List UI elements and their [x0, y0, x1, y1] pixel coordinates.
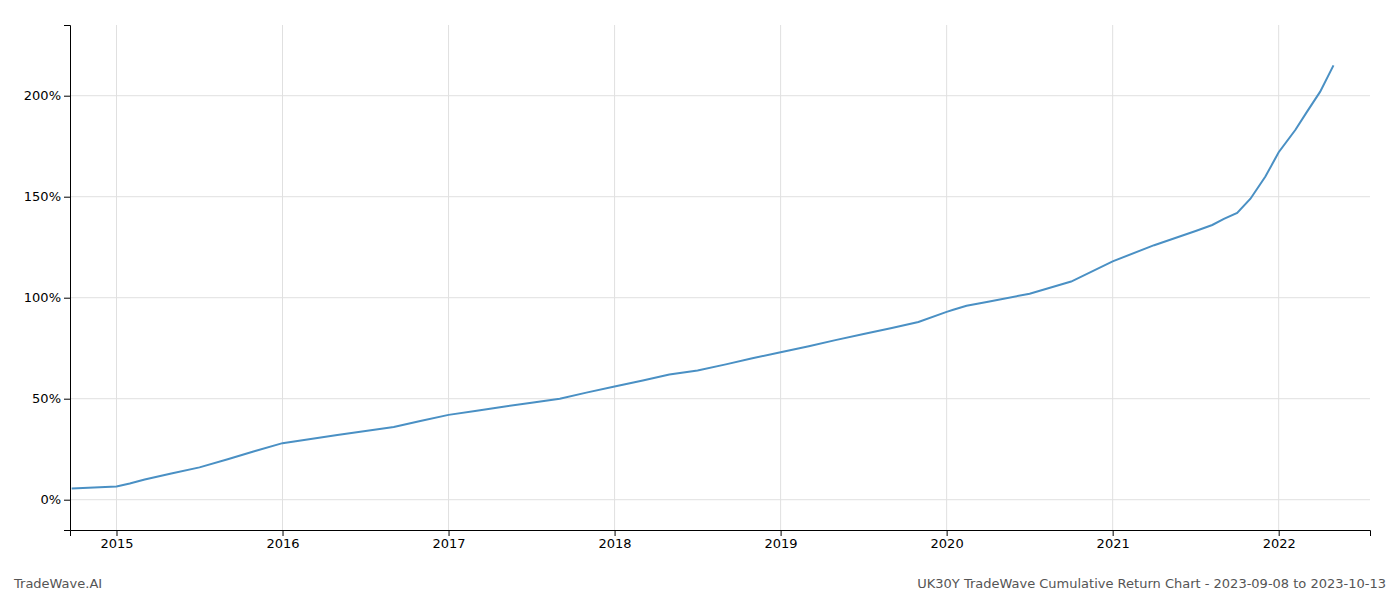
marks — [72, 65, 1334, 488]
tick-mark — [283, 530, 284, 536]
grid-line — [70, 398, 1370, 399]
x-axis: 2015 2016 2017 2018 2019 2020 2021 2022 — [71, 530, 1371, 551]
grid-line — [282, 25, 283, 530]
tick: 2020 — [931, 530, 964, 551]
grid-line — [448, 25, 449, 530]
tick: 2021 — [1097, 530, 1130, 551]
tick: 2015 — [100, 530, 133, 551]
grid-line — [70, 196, 1370, 197]
grid-line — [946, 25, 947, 530]
tick-label: 150% — [24, 189, 61, 204]
tick: 200% — [24, 88, 70, 103]
tick-mark — [64, 298, 70, 299]
tick-mark — [1279, 530, 1280, 536]
tick-label: 2021 — [1097, 536, 1130, 551]
tick: 50% — [32, 391, 70, 406]
tick-label: 2016 — [266, 536, 299, 551]
tick: 2018 — [599, 530, 632, 551]
tick-label: 2020 — [931, 536, 964, 551]
annotation: TradeWave.AI — [13, 576, 102, 591]
tick-mark — [116, 530, 117, 536]
grid-line — [70, 297, 1370, 298]
tick-label: 100% — [24, 290, 61, 305]
grid-line — [1112, 25, 1113, 530]
tick-label: 2018 — [599, 536, 632, 551]
tick-mark — [64, 96, 70, 97]
tick: 100% — [24, 290, 70, 305]
tick-mark — [64, 197, 70, 198]
tick-mark — [781, 530, 782, 536]
y-axis: 0% 50% 100% 150% 200% — [24, 26, 71, 531]
plot: 2015 2016 2017 2018 2019 2020 2021 2022 0% 50% 100… — [24, 25, 1371, 551]
chart: 2015 2016 2017 2018 2019 2020 2021 2022 0% 50% 100… — [0, 0, 1400, 600]
grid-line — [780, 25, 781, 530]
grid-line — [1278, 25, 1279, 530]
tick-label: 2017 — [432, 536, 465, 551]
axis-line — [71, 531, 1371, 537]
tick-label: 2015 — [100, 536, 133, 551]
tick: 2016 — [266, 530, 299, 551]
tick: 2019 — [765, 530, 798, 551]
tick: 150% — [24, 189, 70, 204]
tick-label: 50% — [32, 391, 61, 406]
tick-label: 2019 — [765, 536, 798, 551]
texts: TradeWave.AI UK30Y TradeWave Cumulative R… — [13, 576, 1386, 591]
tick-mark — [64, 500, 70, 501]
tick: 2022 — [1263, 530, 1296, 551]
tick-mark — [1113, 530, 1114, 536]
tick-mark — [64, 399, 70, 400]
grid-line — [70, 499, 1370, 500]
line — [72, 65, 1334, 488]
axis-line — [64, 26, 71, 531]
tick-label: 200% — [24, 88, 61, 103]
tick-label: 0% — [40, 492, 61, 507]
grid — [70, 25, 1370, 530]
title: UK30Y TradeWave Cumulative Return Chart … — [917, 576, 1386, 591]
tick-label: 2022 — [1263, 536, 1296, 551]
grid-line — [614, 25, 615, 530]
tick-mark — [615, 530, 616, 536]
grid-line — [116, 25, 117, 530]
grid-line — [70, 95, 1370, 96]
tick: 0% — [40, 492, 70, 507]
tick-mark — [449, 530, 450, 536]
tick-mark — [947, 530, 948, 536]
tick: 2017 — [432, 530, 465, 551]
